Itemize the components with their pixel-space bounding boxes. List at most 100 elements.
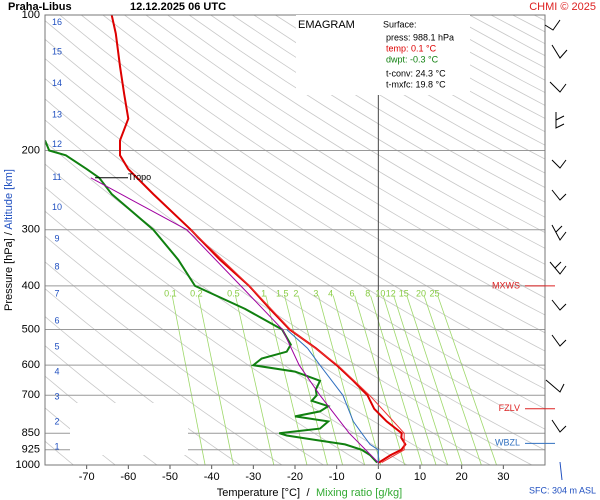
- wind-barbs: [544, 19, 568, 481]
- surface-box: [378, 15, 470, 95]
- sfc-note: SFC: 304 m ASL: [529, 485, 596, 495]
- x-tick-label: -30: [245, 471, 261, 483]
- y-axis-label: Pressure [hPa] / Altitude [km]: [3, 169, 15, 311]
- y-axis-separator: /: [3, 231, 15, 235]
- profile-line: [110, 15, 407, 464]
- x-axis-separator: /: [306, 487, 310, 499]
- level-label: MXWS: [492, 280, 520, 290]
- altitude-label: 8: [54, 261, 59, 271]
- y-tick-label: 850: [22, 427, 40, 439]
- background-lines: [45, 15, 545, 465]
- dry-adiabat: [81, 15, 545, 316]
- mixing-ratio-label: 6: [350, 288, 355, 298]
- mixing-ratio-line: [393, 295, 449, 465]
- legend-title: EMAGRAM: [298, 19, 355, 31]
- x-tick-label: 0: [375, 471, 381, 483]
- mixing-ratio-line: [197, 295, 234, 465]
- wind-barb: [551, 224, 567, 241]
- wind-barb: [549, 81, 567, 93]
- surface-dwpt: dwpt: -0.3 °C: [386, 54, 439, 64]
- wind-barb: [555, 112, 565, 129]
- mixing-ratio-line: [318, 295, 366, 465]
- profile-line: [190, 229, 405, 464]
- wind-barb: [545, 379, 565, 393]
- mixing-ratio-line: [437, 295, 497, 465]
- x-axis-label-2: Mixing ratio [g/kg]: [316, 487, 402, 499]
- mixing-ratio-label: 4: [328, 288, 333, 298]
- y-tick-label: 200: [22, 144, 40, 156]
- x-tick-label: -70: [79, 471, 95, 483]
- table-background: [70, 403, 188, 455]
- altitude-label: 7: [54, 288, 59, 298]
- mixing-ratio-label: 3: [313, 288, 318, 298]
- x-tick-label: 20: [456, 471, 468, 483]
- mixing-ratio-label: 0.1: [164, 288, 177, 298]
- altitude-label: 11: [52, 172, 61, 182]
- x-axis-label: Temperature [°C]: [217, 487, 300, 499]
- y-tick-label: 1000: [16, 459, 40, 471]
- level-label: FZLV: [499, 403, 520, 413]
- mixing-ratio-line: [284, 295, 328, 465]
- chart-title: Praha-Libus: [8, 1, 72, 13]
- y-tick-label: 700: [22, 389, 40, 401]
- surface-tconv: t-conv: 24.3 °C: [386, 68, 446, 78]
- level-label: WBZL: [495, 438, 520, 448]
- altitude-label: 5: [54, 341, 59, 351]
- wind-barb: [551, 419, 567, 433]
- mixing-ratio-line: [382, 295, 437, 465]
- altitude-label: 15: [52, 47, 62, 57]
- x-tick-label: 30: [497, 471, 509, 483]
- dry-adiabat: [59, 15, 545, 334]
- profile-line: [286, 329, 379, 463]
- altitude-label: 13: [52, 110, 62, 120]
- altitude-label: 1: [54, 441, 59, 451]
- dry-adiabat: [167, 15, 545, 249]
- mixing-ratio-line: [171, 295, 206, 465]
- y-tick-label: 100: [22, 9, 40, 21]
- y-axis-label-2: Altitude [km]: [3, 169, 15, 230]
- altitude-label: 10: [52, 202, 62, 212]
- dry-adiabat: [45, 38, 545, 371]
- dry-adiabat: [45, 98, 545, 430]
- dry-adiabat: [145, 15, 545, 265]
- tropopause-label: Tropo: [128, 172, 151, 182]
- credit: CHMI © 2025: [529, 1, 596, 13]
- wind-barb: [551, 189, 567, 201]
- altitude-label: 2: [54, 416, 59, 426]
- profile-line: [90, 177, 379, 463]
- dry-adiabat: [124, 15, 545, 282]
- mixing-ratio-line: [332, 295, 382, 465]
- altitude-label: 4: [54, 366, 59, 376]
- wind-barb: [551, 334, 567, 347]
- dry-adiabat: [210, 15, 545, 218]
- wind-barb: [559, 461, 563, 481]
- mixing-ratio-label: 20: [416, 288, 426, 298]
- dry-adiabat: [45, 58, 545, 390]
- mixing-ratio-label: 1.5: [276, 288, 289, 298]
- x-tick-label: -50: [162, 471, 178, 483]
- dry-adiabat: [188, 15, 545, 234]
- mixing-ratio-label: 8: [365, 288, 370, 298]
- surface-tmxfc: t-mxfc: 19.8 °C: [386, 79, 446, 89]
- dry-adiabat: [232, 15, 545, 203]
- x-tick-label: -20: [287, 471, 303, 483]
- wind-barb: [551, 44, 568, 59]
- x-tick-label: -60: [120, 471, 136, 483]
- x-tick-label: -10: [329, 471, 345, 483]
- dry-adiabat: [45, 20, 545, 352]
- altitude-label: 6: [54, 316, 59, 326]
- y-axis-label-1: Pressure [hPa]: [3, 238, 15, 311]
- wind-barb: [551, 299, 567, 311]
- altitude-label: 14: [52, 78, 62, 88]
- mixing-ratio-label: 15: [399, 288, 409, 298]
- x-tick-label: 10: [414, 471, 426, 483]
- mixing-ratio-label: 0.5: [227, 288, 240, 298]
- mixing-ratio-line: [354, 295, 406, 465]
- mixing-ratio-label: 25: [430, 288, 440, 298]
- mixing-ratio-label: 1: [261, 288, 266, 298]
- altitude-label: 16: [52, 17, 62, 27]
- mixing-ratio-line: [370, 295, 423, 465]
- y-tick-label: 500: [22, 323, 40, 335]
- x-tick-label: -40: [204, 471, 220, 483]
- mixing-ratio-label: 12: [386, 288, 396, 298]
